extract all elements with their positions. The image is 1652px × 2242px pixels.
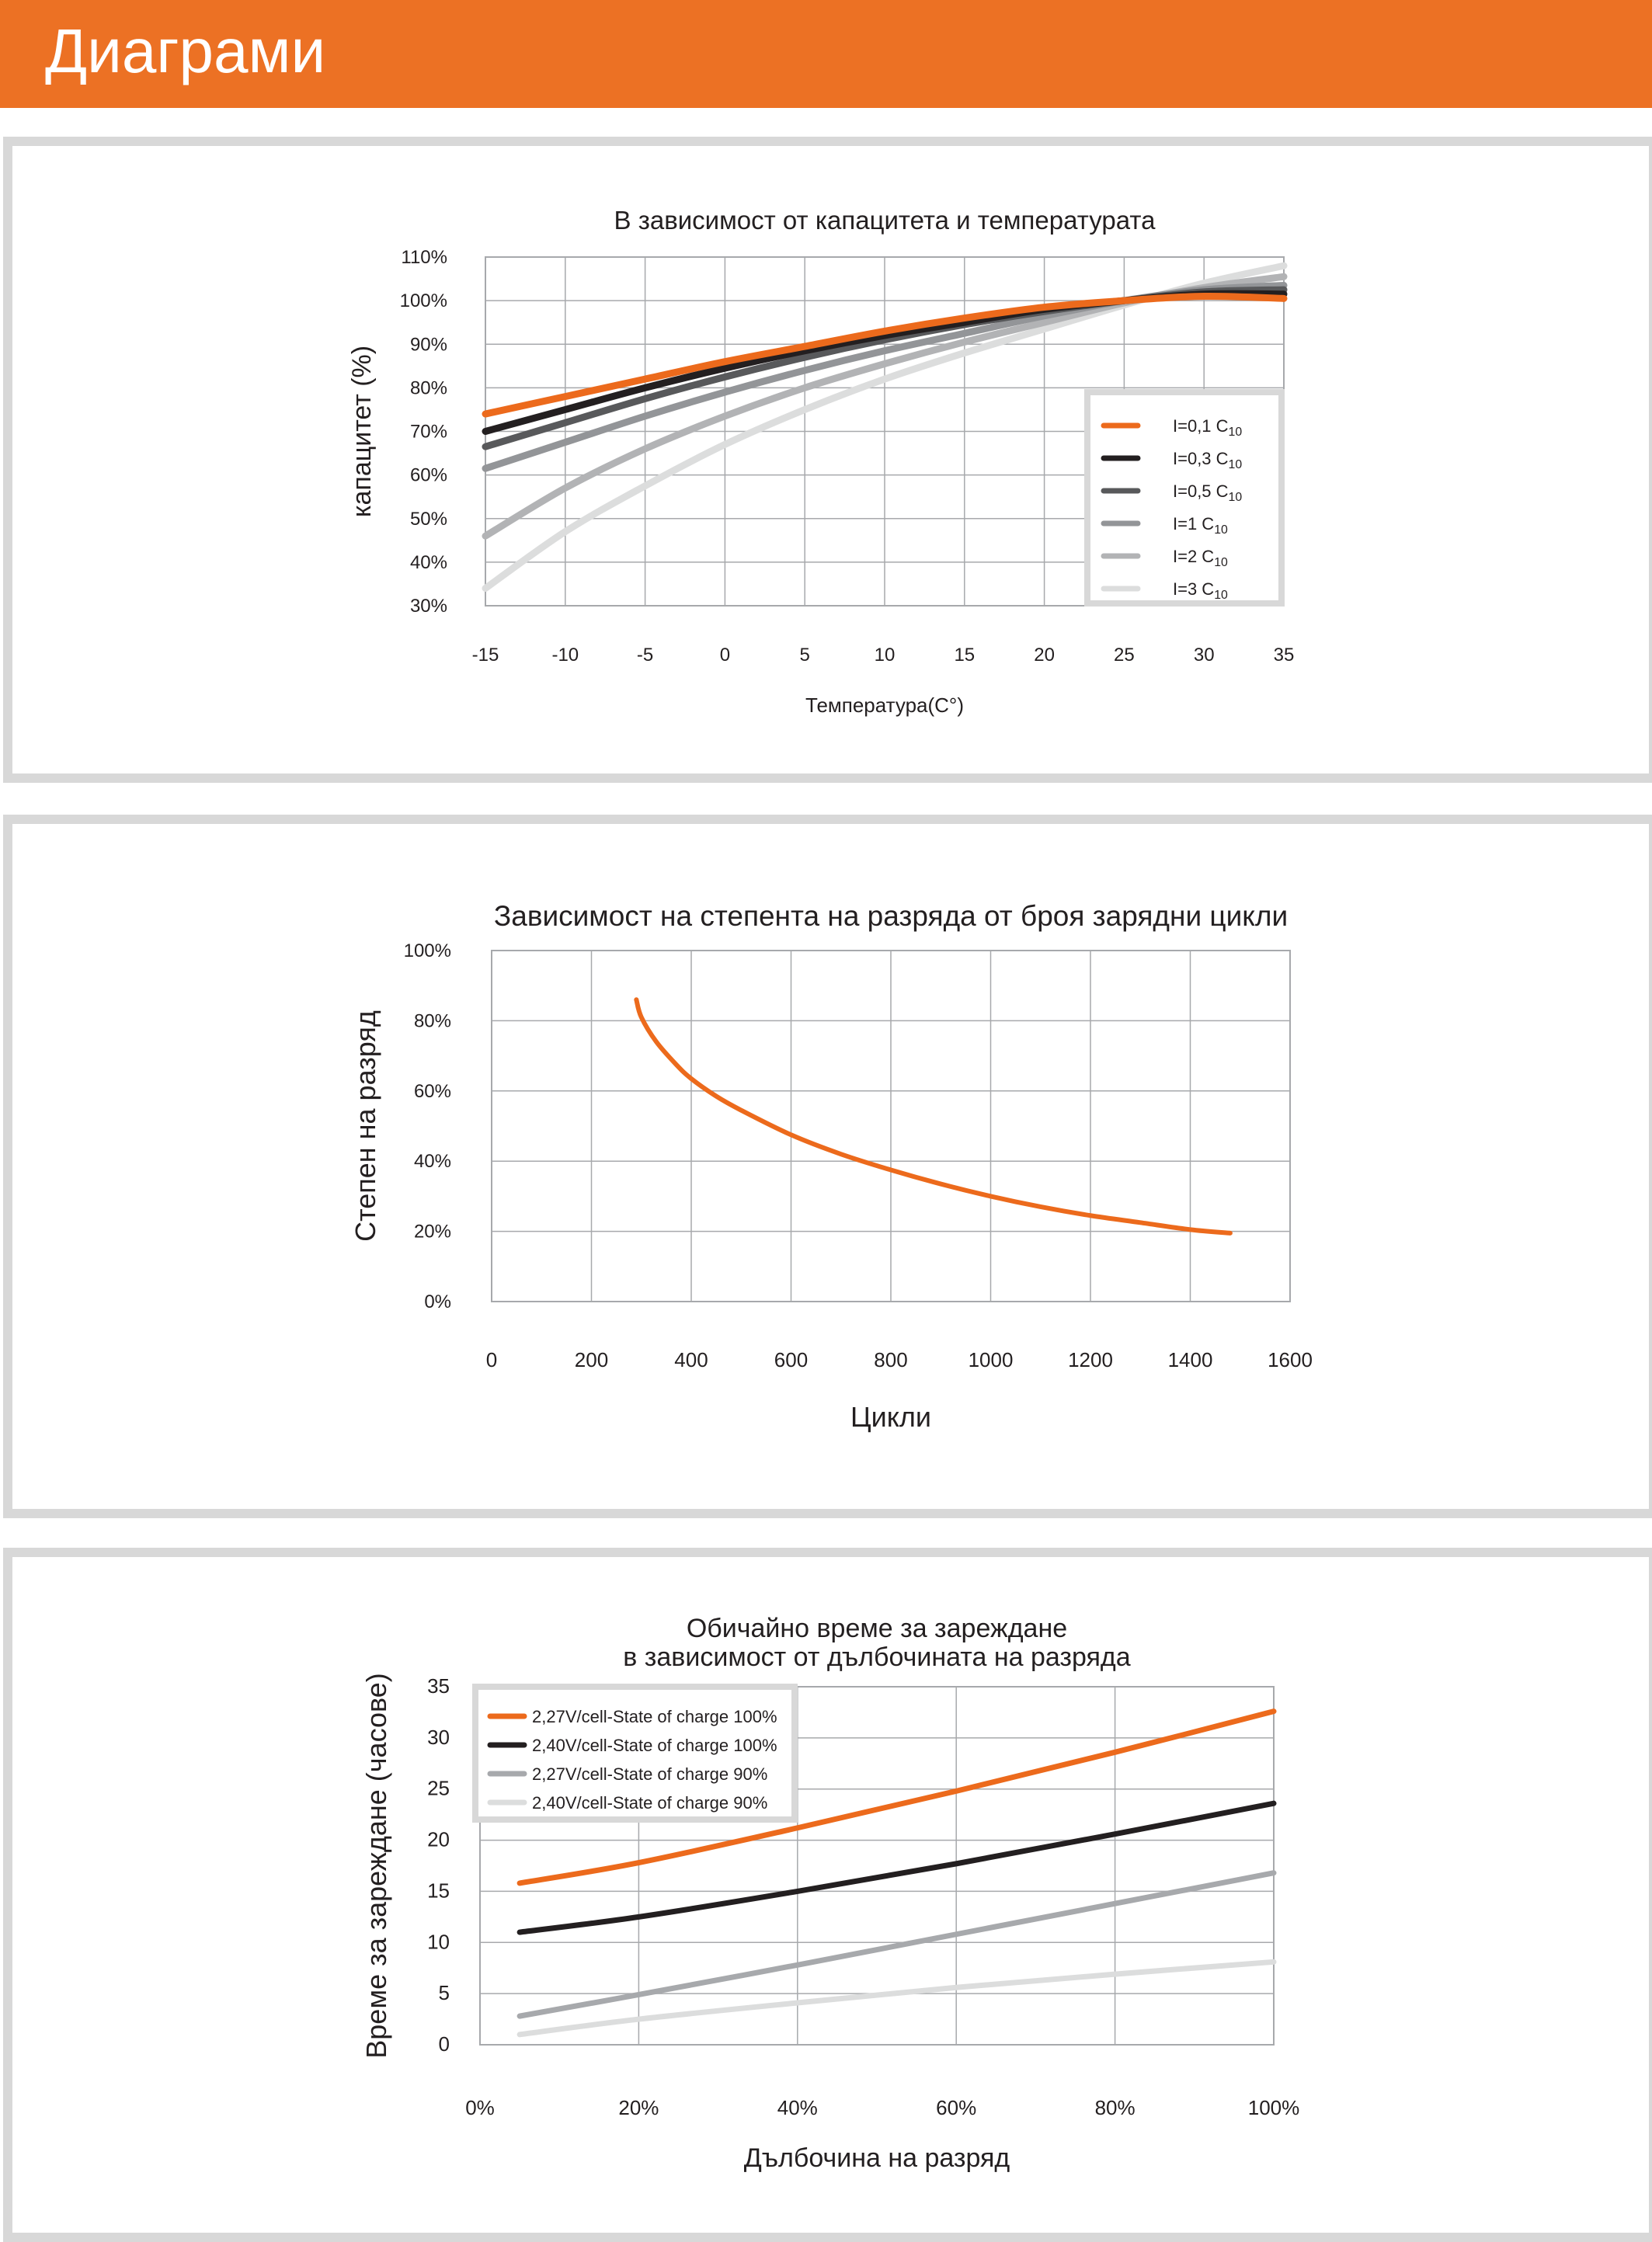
y-tick-label: 25 <box>427 1777 450 1800</box>
x-tick-label: 80% <box>1095 2096 1136 2119</box>
x-tick-label: 30 <box>1194 645 1215 666</box>
series-line <box>634 997 1233 1236</box>
y-tick-label: 50% <box>410 509 447 530</box>
x-tick-label: 20 <box>1034 645 1055 666</box>
y-tick-label: 20 <box>427 1828 450 1851</box>
y-tick-label: 0% <box>424 1291 451 1312</box>
chart-title: Обичайно време за зареждане <box>687 1614 1067 1643</box>
x-tick-label: 600 <box>774 1348 808 1371</box>
y-tick-label: 35 <box>427 1674 450 1698</box>
chart-title: В зависимост от капацитета и температура… <box>614 206 1156 235</box>
x-tick-label: 200 <box>575 1348 608 1371</box>
x-tick-label: -15 <box>472 645 499 666</box>
legend-label: 2,27V/cell-State of charge 90% <box>532 1764 767 1784</box>
chart-capacity-temperature: В зависимост от капацитета и температура… <box>347 206 1295 717</box>
x-tick-label: 40% <box>777 2096 818 2119</box>
series-line <box>516 1708 1277 1886</box>
x-tick-label: 400 <box>674 1348 708 1371</box>
y-tick-label: 40% <box>410 552 447 573</box>
x-tick-label: 1400 <box>1168 1348 1213 1371</box>
legend-label: 2,40V/cell-State of charge 90% <box>532 1793 767 1813</box>
y-tick-label: 30 <box>427 1726 450 1749</box>
series-line <box>516 1800 1277 1935</box>
legend-label: 2,27V/cell-State of charge 100% <box>532 1707 777 1726</box>
y-tick-label: 90% <box>410 334 447 355</box>
page-header: Диаграми <box>0 0 1652 108</box>
y-axis-label: Време за зареждане (часове) <box>360 1673 392 2058</box>
y-tick-label: 110% <box>401 247 447 268</box>
y-tick-label: 60% <box>414 1081 451 1102</box>
chart-discharge-cycles: Зависимост на степента на разряда от бро… <box>350 900 1313 1433</box>
x-tick-label: 1000 <box>969 1348 1014 1371</box>
series-line <box>516 1870 1277 2019</box>
y-tick-label: 0 <box>439 2032 450 2056</box>
x-tick-label: 60% <box>936 2096 976 2119</box>
plot-area-border <box>479 1686 1275 2046</box>
y-tick-label: 80% <box>410 377 447 398</box>
series-line <box>516 1959 1277 2038</box>
chart-title: Зависимост на степента на разряда от бро… <box>494 900 1288 932</box>
plot-area-border <box>491 950 1291 1302</box>
series-group <box>482 262 1288 593</box>
y-tick-label: 10 <box>427 1930 450 1953</box>
y-tick-label: 100% <box>404 940 451 961</box>
x-tick-label: 10 <box>875 645 896 666</box>
legend: 2,27V/cell-State of charge 100% 2,40V/cel… <box>472 1684 798 1823</box>
y-tick-label: 15 <box>427 1879 450 1902</box>
x-tick-label: 100% <box>1248 2096 1300 2119</box>
y-tick-label: 20% <box>414 1222 451 1243</box>
gridlines <box>491 950 1291 1302</box>
x-tick-label: 25 <box>1114 645 1135 666</box>
legend-box <box>472 1684 798 1823</box>
chart-panel-discharge-cycles: Зависимост на степента на разряда от бро… <box>3 815 1652 1518</box>
chart-title: в зависимост от дълбочината на разряда <box>623 1642 1130 1672</box>
y-tick-label: 60% <box>410 465 447 486</box>
y-tick-label: 70% <box>410 422 447 443</box>
x-tick-label: 20% <box>618 2096 659 2119</box>
y-axis-label: Степен на разряд <box>350 1010 381 1242</box>
chart-panel-capacity-temperature: В зависимост от капацитета и температура… <box>3 137 1652 783</box>
x-tick-label: 35 <box>1274 645 1295 666</box>
x-axis-label: Температура(C°) <box>805 693 964 717</box>
y-tick-label: 80% <box>414 1010 451 1031</box>
x-tick-label: 0 <box>720 645 730 666</box>
x-tick-label: 1600 <box>1268 1348 1313 1371</box>
series-line <box>482 292 1288 418</box>
chart-panel-charge-time: Обичайно време за зареждане в зависимост … <box>3 1548 1652 2242</box>
x-tick-label: 1200 <box>1068 1348 1113 1371</box>
page-title: Диаграми <box>45 16 326 85</box>
x-tick-label: 0 <box>486 1348 497 1371</box>
y-tick-label: 30% <box>410 596 447 617</box>
x-tick-label: -10 <box>551 645 579 666</box>
x-axis-label: Цикли <box>850 1401 931 1433</box>
legend-label: 2,40V/cell-State of charge 100% <box>532 1736 777 1755</box>
series-group <box>634 997 1233 1236</box>
x-tick-label: 0% <box>465 2096 495 2119</box>
y-tick-label: 100% <box>400 290 447 311</box>
y-tick-label: 40% <box>414 1151 451 1172</box>
y-axis-label: капацитет (%) <box>347 346 377 517</box>
y-tick-label: 5 <box>439 1981 450 2004</box>
series-group <box>516 1708 1277 2038</box>
x-tick-label: -5 <box>637 645 653 666</box>
x-tick-label: 800 <box>874 1348 907 1371</box>
x-tick-label: 5 <box>800 645 810 666</box>
x-tick-label: 15 <box>954 645 975 666</box>
x-axis-label: Дълбочина на разряд <box>744 2143 1010 2173</box>
